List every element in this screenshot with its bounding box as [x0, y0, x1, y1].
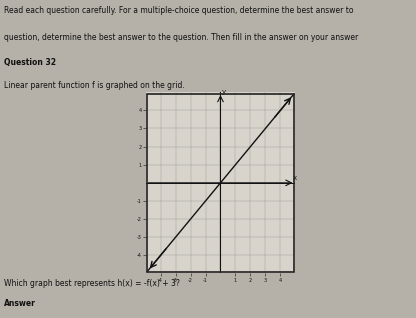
Text: y: y [221, 89, 225, 95]
Text: Answer: Answer [4, 300, 36, 308]
Text: Read each question carefully. For a multiple-choice question, determine the best: Read each question carefully. For a mult… [4, 6, 354, 15]
Text: Linear parent function f is graphed on the grid.: Linear parent function f is graphed on t… [4, 81, 185, 90]
Text: Question 32: Question 32 [4, 58, 56, 67]
Text: question, determine the best answer to the question. Then fill in the answer on : question, determine the best answer to t… [4, 33, 359, 42]
Text: x: x [293, 175, 297, 181]
Text: Which graph best represents h(x) = -f(x) + 3?: Which graph best represents h(x) = -f(x)… [4, 279, 180, 288]
